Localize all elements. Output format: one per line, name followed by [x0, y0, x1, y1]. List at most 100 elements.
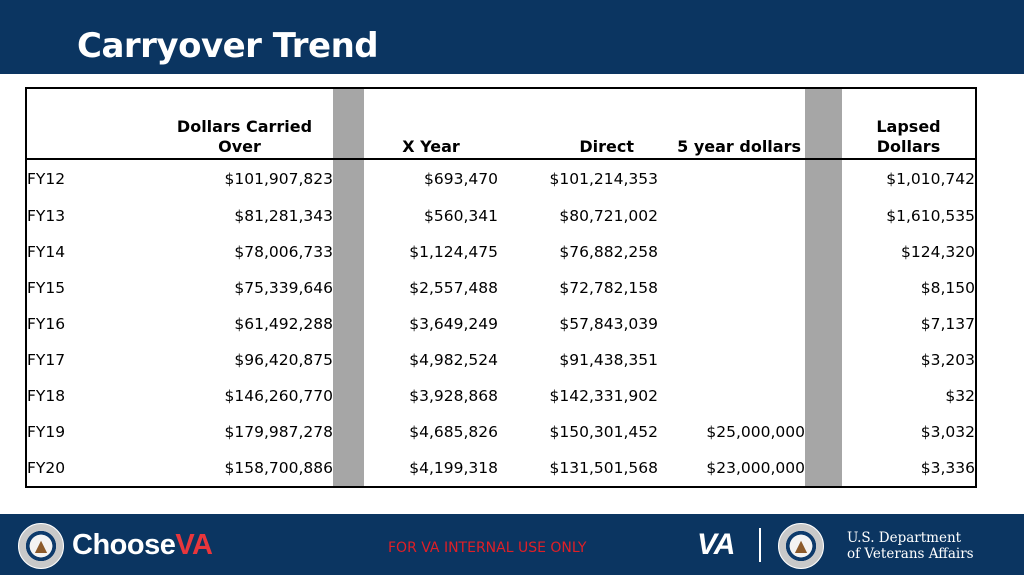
carried-cell: $101,907,823: [224, 170, 333, 188]
spacer-cell: [805, 378, 842, 414]
footer-bar: [0, 514, 1024, 575]
direct-cell: $76,882,258: [559, 243, 658, 261]
direct-cell: $101,214,353: [549, 170, 658, 188]
header-lapsed-dollars: Lapsed Dollars: [842, 88, 976, 160]
table-row: FY12 $101,907,823 $693,470 $101,214,353 …: [26, 159, 976, 198]
direct-cell: $72,782,158: [559, 279, 658, 297]
spacer-cell: [805, 342, 842, 378]
spacer-cell: [333, 234, 364, 270]
eagle-icon: ▲: [794, 536, 808, 555]
carried-cell: $81,281,343: [234, 207, 333, 225]
choose-va-accent: VA: [175, 529, 213, 561]
spacer-cell: [805, 306, 842, 342]
five-year-cell: [658, 270, 805, 306]
carried-cell: $75,339,646: [234, 279, 333, 297]
five-year-cell: [658, 234, 805, 270]
table-row: FY20 $158,700,886 $4,199,318 $131,501,56…: [26, 450, 976, 487]
direct-cell: $80,721,002: [559, 207, 658, 225]
five-year-cell: [658, 198, 805, 234]
direct-cell: $142,331,902: [549, 387, 658, 405]
five-year-cell: [658, 306, 805, 342]
internal-use-notice: FOR VA INTERNAL USE ONLY: [388, 540, 587, 556]
spacer-cell: [333, 198, 364, 234]
department-line1: U.S. Department: [847, 530, 962, 546]
department-name: U.S. Department of Veterans Affairs: [847, 530, 974, 562]
logo-divider: [759, 528, 761, 562]
department-line2: of Veterans Affairs: [847, 546, 974, 562]
lapsed-cell: $124,320: [901, 243, 975, 261]
table-row: FY16 $61,492,288 $3,649,249 $57,843,039 …: [26, 306, 976, 342]
x-year-cell: $693,470: [424, 170, 498, 188]
table-header-row: Dollars Carried Over X Year Direct 5 yea…: [26, 88, 976, 160]
header-x-year: X Year: [364, 88, 498, 160]
lapsed-cell: $3,032: [920, 423, 975, 441]
lapsed-cell: $1,610,535: [886, 207, 975, 225]
spacer-cell: [805, 159, 842, 198]
direct-cell: $131,501,568: [549, 459, 658, 477]
direct-cell: $57,843,039: [559, 315, 658, 333]
five-year-cell: $25,000,000: [706, 423, 805, 441]
x-year-cell: $1,124,475: [409, 243, 498, 261]
header-dollars-carried-over: Dollars Carried Over: [126, 88, 333, 160]
spacer-cell: [333, 306, 364, 342]
header-lapsed-line1: Lapsed: [876, 117, 941, 136]
lapsed-cell: $1,010,742: [886, 170, 975, 188]
table-row: FY17 $96,420,875 $4,982,524 $91,438,351 …: [26, 342, 976, 378]
fy-cell: FY13: [27, 207, 66, 225]
spacer-column-2: [805, 88, 842, 160]
direct-cell: $91,438,351: [559, 351, 658, 369]
spacer-cell: [333, 159, 364, 198]
lapsed-cell: $3,336: [920, 459, 975, 477]
header-carried-line2: Over: [218, 137, 261, 156]
header-five-year-dollars: 5 year dollars: [658, 88, 805, 160]
spacer-cell: [805, 198, 842, 234]
table-row: FY14 $78,006,733 $1,124,475 $76,882,258 …: [26, 234, 976, 270]
x-year-cell: $2,557,488: [409, 279, 498, 297]
x-year-cell: $4,199,318: [409, 459, 498, 477]
lapsed-cell: $8,150: [920, 279, 975, 297]
spacer-cell: [333, 378, 364, 414]
lapsed-cell: $7,137: [920, 315, 975, 333]
carried-cell: $146,260,770: [224, 387, 333, 405]
spacer-cell: [805, 450, 842, 487]
spacer-cell: [805, 234, 842, 270]
header-label: [26, 88, 126, 160]
table-row: FY19 $179,987,278 $4,685,826 $150,301,45…: [26, 414, 976, 450]
header-lapsed-line2: Dollars: [876, 137, 941, 156]
choose-va-logo: ChooseVA: [72, 527, 213, 563]
va-seal-icon: ▲: [18, 523, 64, 569]
carried-cell: $78,006,733: [234, 243, 333, 261]
fy-cell: FY15: [27, 279, 66, 297]
table-row: FY13 $81,281,343 $560,341 $80,721,002 $1…: [26, 198, 976, 234]
va-seal-icon: ▲: [778, 523, 824, 569]
slide-title: Carryover Trend: [77, 26, 379, 66]
spacer-cell: [805, 414, 842, 450]
x-year-cell: $3,649,249: [409, 315, 498, 333]
x-year-cell: $3,928,868: [409, 387, 498, 405]
x-year-cell: $560,341: [424, 207, 498, 225]
fy-cell: FY14: [27, 243, 66, 261]
spacer-cell: [333, 270, 364, 306]
carried-cell: $158,700,886: [224, 459, 333, 477]
eagle-icon: ▲: [34, 536, 48, 555]
fy-cell: FY16: [27, 315, 66, 333]
header-carried-line1: Dollars Carried: [176, 117, 313, 136]
lapsed-cell: $32: [945, 387, 975, 405]
lapsed-cell: $3,203: [920, 351, 975, 369]
spacer-cell: [333, 342, 364, 378]
x-year-cell: $4,685,826: [409, 423, 498, 441]
x-year-cell: $4,982,524: [409, 351, 498, 369]
carried-cell: $179,987,278: [224, 423, 333, 441]
five-year-cell: [658, 159, 805, 198]
five-year-cell: [658, 342, 805, 378]
va-mark-logo: VA: [697, 528, 735, 561]
carried-cell: $96,420,875: [234, 351, 333, 369]
spacer-cell: [333, 414, 364, 450]
spacer-cell: [805, 270, 842, 306]
table-row: FY15 $75,339,646 $2,557,488 $72,782,158 …: [26, 270, 976, 306]
fy-cell: FY19: [27, 423, 66, 441]
fy-cell: FY17: [27, 351, 66, 369]
spacer-cell: [333, 450, 364, 487]
spacer-column-1: [333, 88, 364, 160]
table-row: FY18 $146,260,770 $3,928,868 $142,331,90…: [26, 378, 976, 414]
